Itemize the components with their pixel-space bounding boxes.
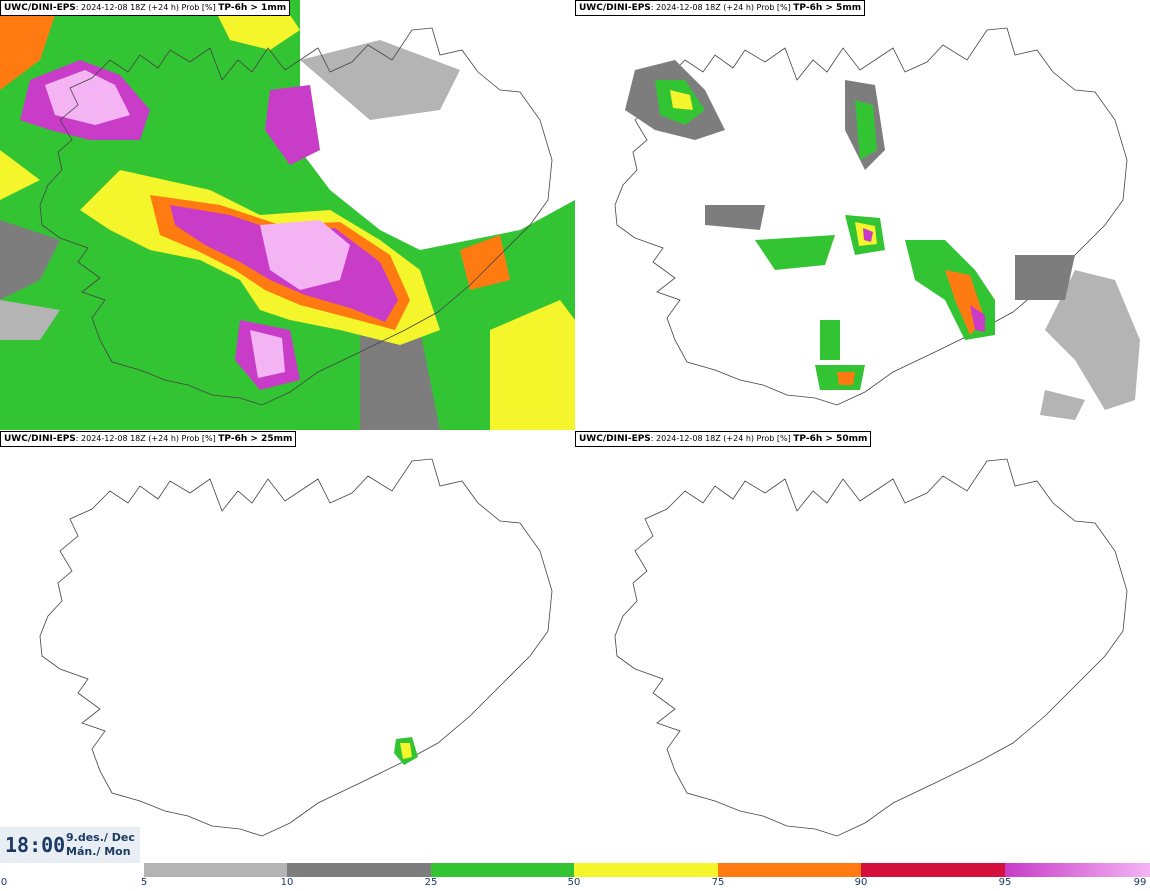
legend-segment — [431, 863, 574, 877]
legend-tick: 25 — [424, 877, 438, 888]
panel-title: UWC/DINI-EPS: 2024-12-08 18Z (+24 h) Pro… — [0, 431, 297, 447]
valid-time-date: 9.des./ Dec Mán./ Mon — [66, 831, 135, 858]
legend-tick: 95 — [998, 877, 1012, 888]
legend-tick: 90 — [854, 877, 868, 888]
legend-segment — [861, 863, 1005, 877]
map-panel-50mm: UWC/DINI-EPS: 2024-12-08 18Z (+24 h) Pro… — [575, 431, 1150, 861]
legend-tick: 0 — [0, 877, 8, 888]
color-legend — [144, 863, 1150, 877]
map-panel-1mm: UWC/DINI-EPS: 2024-12-08 18Z (+24 h) Pro… — [0, 0, 575, 430]
legend-tick: 10 — [280, 877, 294, 888]
valid-time-clock: 18:00 — [5, 833, 66, 857]
legend-tick: 75 — [711, 877, 725, 888]
valid-time-box: 18:00 9.des./ Dec Mán./ Mon — [0, 827, 140, 863]
panel-title: UWC/DINI-EPS: 2024-12-08 18Z (+24 h) Pro… — [0, 0, 291, 16]
legend-tick: 50 — [567, 877, 581, 888]
legend-segment — [287, 863, 431, 877]
map-panel-25mm: UWC/DINI-EPS: 2024-12-08 18Z (+24 h) Pro… — [0, 431, 575, 861]
probability-map — [614, 27, 1140, 420]
probability-map — [39, 458, 553, 837]
legend-segment — [574, 863, 718, 877]
legend-segment — [1005, 863, 1150, 877]
legend-segment — [718, 863, 861, 877]
probability-map — [614, 458, 1128, 837]
panel-title: UWC/DINI-EPS: 2024-12-08 18Z (+24 h) Pro… — [575, 0, 866, 16]
legend-segment — [144, 863, 287, 877]
panel-title: UWC/DINI-EPS: 2024-12-08 18Z (+24 h) Pro… — [575, 431, 872, 447]
legend-tick: 99 — [1133, 877, 1147, 888]
legend-tick: 5 — [140, 877, 148, 888]
map-panel-5mm: UWC/DINI-EPS: 2024-12-08 18Z (+24 h) Pro… — [575, 0, 1150, 430]
probability-map — [0, 0, 575, 430]
